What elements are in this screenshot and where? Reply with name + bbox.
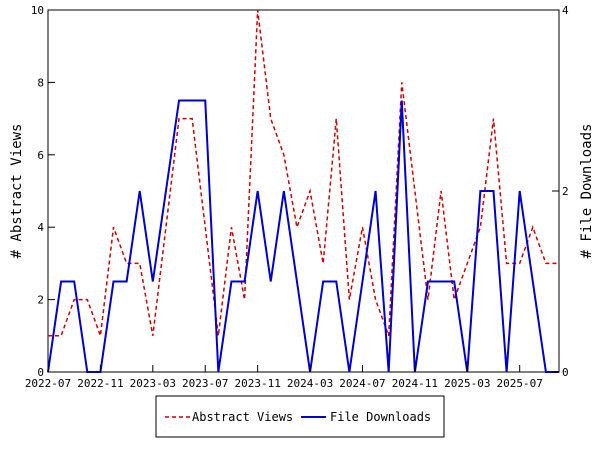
- legend-label-file-downloads: File Downloads: [330, 410, 431, 424]
- y-axis-title-left: # Abstract Views: [9, 124, 25, 259]
- series-line-abstract-views: [48, 9, 559, 337]
- x-tick-label-5: 2024-03: [287, 377, 333, 390]
- y-tick-label-right-0: 0: [562, 366, 569, 379]
- y-tick-label-left-0: 0: [37, 366, 44, 379]
- legend-box: [155, 395, 445, 438]
- y-tick-label-left-3: 6: [37, 149, 44, 162]
- x-tick-label-8: 2025-03: [444, 377, 490, 390]
- x-tick-label-9: 2025-07: [497, 377, 543, 390]
- x-tick-label-1: 2022-11: [77, 377, 123, 390]
- y-tick-label-right-1: 2: [562, 185, 569, 198]
- x-tick-label-2: 2023-03: [130, 377, 176, 390]
- x-tick-label-0: 2022-07: [25, 377, 71, 390]
- x-tick-label-6: 2024-07: [339, 377, 385, 390]
- y-tick-label-right-2: 4: [562, 4, 569, 17]
- series-line-file-downloads: [47, 99, 559, 373]
- x-tick-label-7: 2024-11: [392, 377, 438, 390]
- x-tick-label-3: 2023-07: [182, 377, 228, 390]
- legend: Abstract Views File Downloads: [155, 395, 445, 438]
- y-tick-label-left-5: 10: [31, 4, 44, 17]
- legend-label-abstract-views: Abstract Views: [192, 410, 293, 424]
- y-axis-title-right: # File Downloads: [579, 124, 595, 259]
- y-tick-label-left-2: 4: [37, 221, 44, 234]
- x-tick-label-4: 2023-11: [234, 377, 280, 390]
- ticks-layer: 0 2 4 6 8 10 0 2 4 2022-07 2022-11 2023-03 2023-07 20…: [25, 4, 569, 390]
- series-layer: [47, 9, 559, 373]
- y-tick-label-left-4: 8: [37, 76, 44, 89]
- y-tick-label-left-1: 2: [37, 294, 44, 307]
